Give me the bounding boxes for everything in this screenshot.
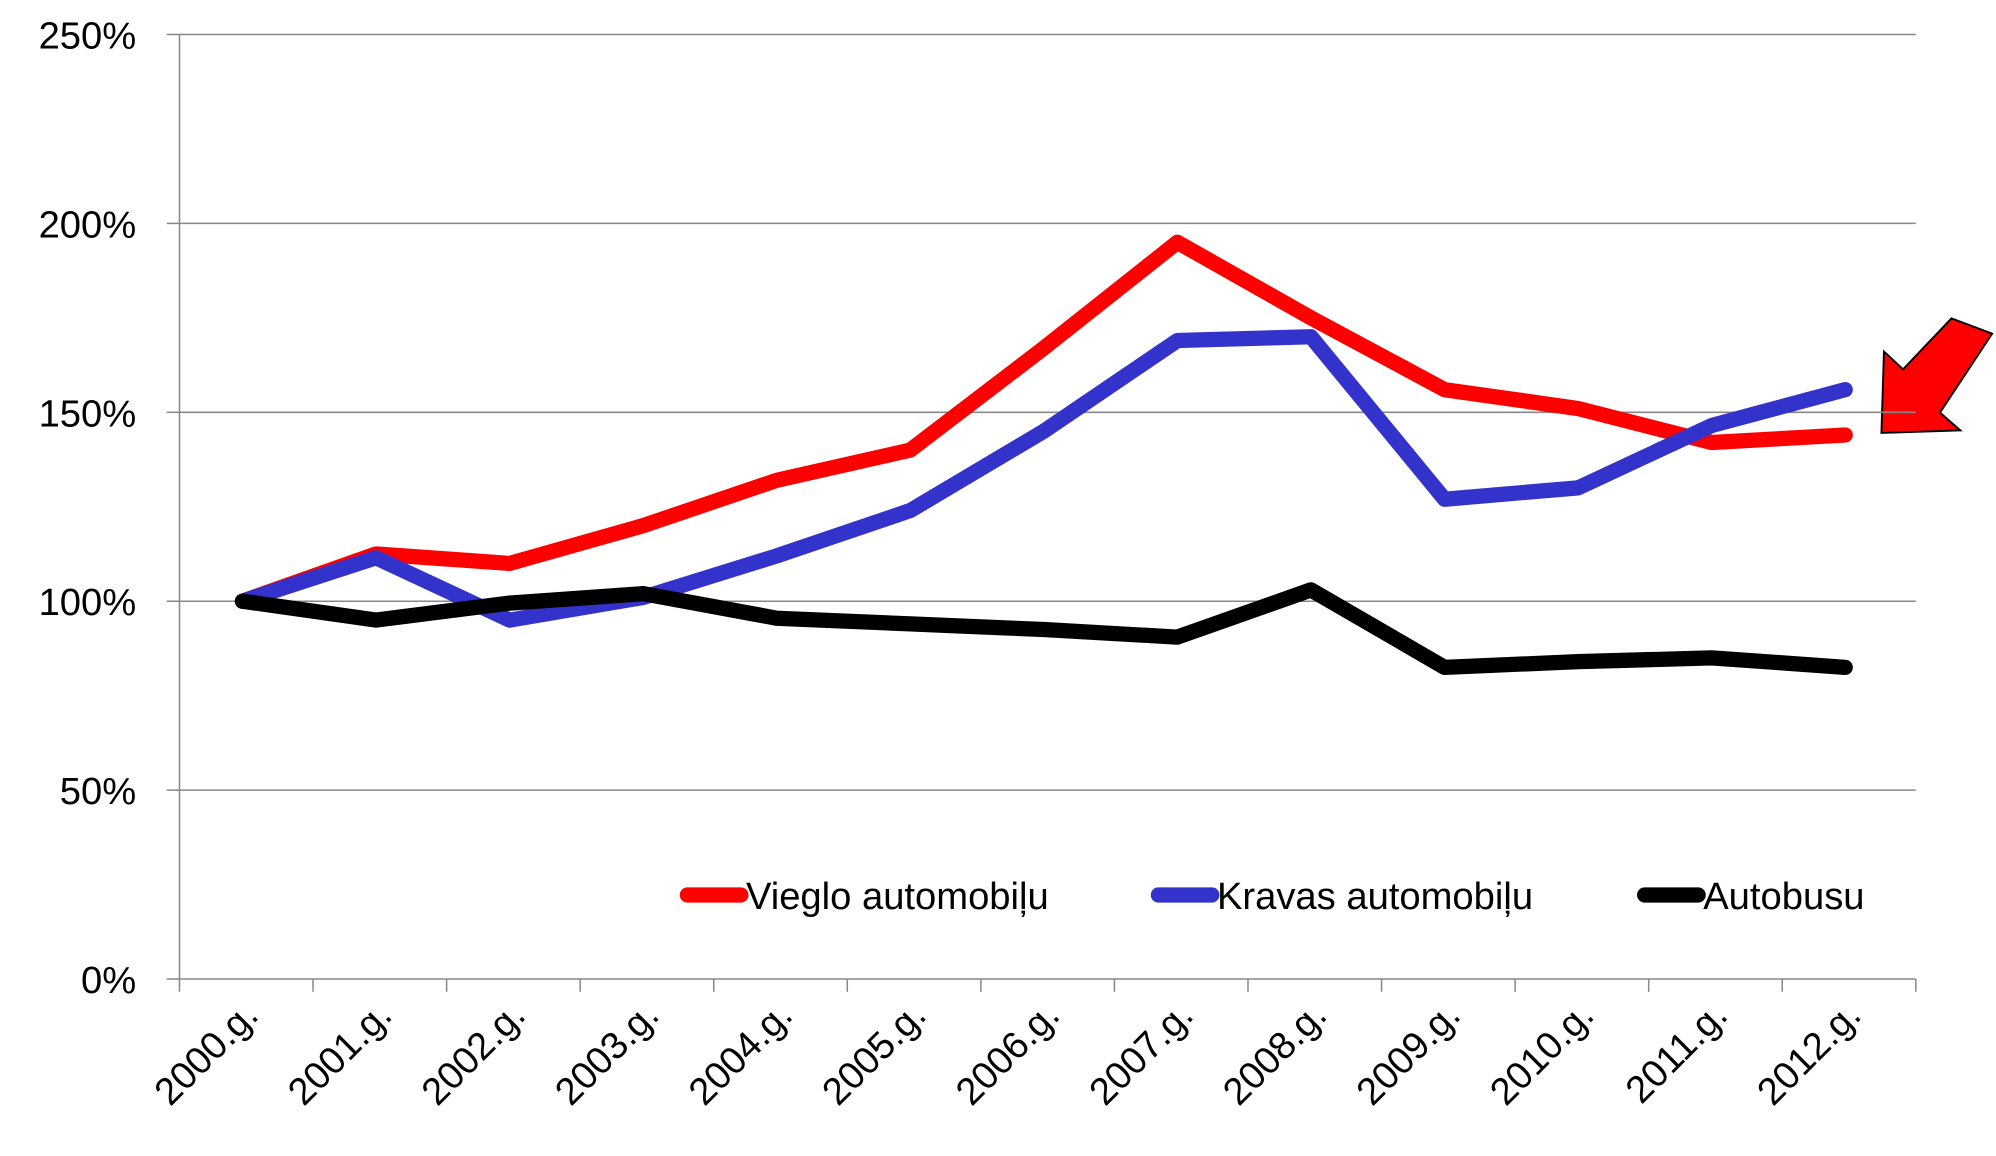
legend-label: Autobusu — [1703, 875, 1864, 918]
series-line — [234, 329, 1853, 628]
y-tick-label: 100% — [39, 581, 137, 624]
x-tick-label: 2005.g. — [814, 993, 934, 1113]
x-tick-label: 2000.g. — [146, 993, 266, 1113]
legend-label: Vieglo automobiļu — [746, 875, 1049, 918]
x-tick-label: 2009.g. — [1348, 993, 1468, 1113]
x-tick-label: 2011.g. — [1617, 993, 1735, 1111]
series-line — [234, 234, 1853, 609]
x-tick-label: 2003.g. — [547, 993, 667, 1113]
y-tick-label: 0% — [81, 959, 136, 1002]
series-line — [234, 582, 1853, 675]
y-tick-label: 250% — [39, 14, 137, 57]
x-tick-label: 2006.g. — [948, 993, 1068, 1113]
x-tick-label: 2008.g. — [1215, 993, 1335, 1113]
y-tick-label: 200% — [39, 203, 137, 246]
y-tick-label: 50% — [60, 770, 136, 813]
legend-label: Kravas automobiļu — [1217, 875, 1533, 918]
x-tick-label: 2002.g. — [413, 993, 533, 1113]
x-tick-label: 2007.g. — [1081, 993, 1201, 1113]
x-tick-label: 2004.g. — [680, 993, 800, 1113]
x-tick-label: 2010.g. — [1482, 993, 1602, 1113]
arrow — [1880, 317, 1994, 434]
x-tick-label: 2012.g. — [1749, 993, 1869, 1113]
x-tick-label: 2001.g. — [280, 993, 400, 1113]
y-tick-label: 150% — [39, 392, 137, 435]
